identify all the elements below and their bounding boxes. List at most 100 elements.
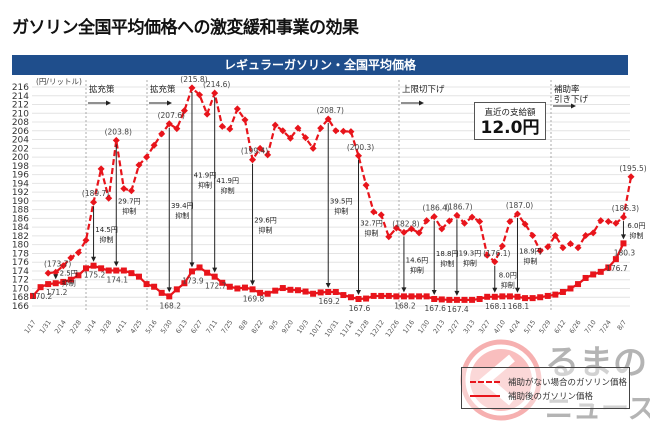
dashed-series-point — [385, 233, 393, 241]
suppression-text: 抑制 — [122, 206, 136, 215]
solid-data-label: 180.3 — [614, 248, 636, 257]
y-tick-label: 216 — [12, 83, 29, 93]
y-tick-label: 204 — [12, 136, 29, 146]
solid-series-point — [264, 290, 271, 297]
solid-series-point — [400, 293, 407, 300]
y-tick-label: 192 — [12, 188, 29, 198]
arrow-down-icon — [325, 282, 331, 288]
x-tick-label: 8/22 — [250, 319, 265, 336]
solid-series-point — [75, 272, 82, 279]
solid-series-point — [188, 268, 195, 275]
dashed-data-label: (208.7) — [317, 106, 344, 115]
dashed-series-point — [582, 231, 590, 239]
x-tick-label: 8/8 — [237, 319, 250, 332]
y-tick-label: 196 — [12, 171, 29, 181]
y-tick-label: 206 — [12, 127, 29, 137]
dashed-series-point — [317, 124, 325, 132]
dashed-series-point — [211, 89, 219, 97]
arrow-down-icon — [212, 267, 218, 273]
y-tick-label: 200 — [12, 153, 29, 163]
arrow-down-icon — [401, 287, 407, 293]
dashed-series-point — [158, 130, 166, 138]
arrow-down-icon — [91, 256, 97, 262]
arrow-down-icon — [113, 261, 119, 267]
solid-series-point — [590, 271, 597, 278]
dashed-series-point — [551, 231, 559, 239]
dashed-series-point — [332, 127, 340, 135]
dashed-series-point — [400, 228, 408, 236]
solid-series-point — [332, 288, 339, 295]
dashed-series-point — [521, 220, 529, 228]
suppression-text: 抑制 — [523, 256, 537, 265]
solid-data-label: 175.2 — [84, 271, 106, 280]
x-tick-label: 7/25 — [220, 319, 235, 336]
x-tick-label: 9/5 — [267, 319, 280, 332]
solid-series-point — [544, 292, 551, 299]
dashed-data-label: (207.6) — [158, 111, 185, 120]
solid-series-point — [98, 265, 105, 272]
dashed-series-point — [559, 244, 567, 252]
dashed-data-label: (199.4) — [241, 147, 268, 156]
suppression-text: 抑制 — [100, 235, 114, 244]
y-tick-label: 208 — [12, 118, 29, 128]
x-tick-label: 8/7 — [616, 319, 629, 332]
y-tick-label: 182 — [12, 232, 29, 242]
solid-series-point — [575, 281, 582, 288]
arrow-down-icon — [356, 289, 362, 295]
dashed-data-label: (215.8) — [180, 75, 207, 84]
x-tick-label: 1/31 — [38, 319, 53, 336]
solid-series-point — [514, 293, 521, 300]
dashed-series-point — [324, 115, 332, 123]
solid-data-label: 173.9 — [182, 276, 204, 285]
dashed-data-label: (182.8) — [392, 219, 419, 228]
dashed-data-label: (176.1) — [483, 249, 510, 258]
solid-series-point — [82, 265, 89, 272]
solid-series-point — [45, 281, 52, 288]
x-tick-label: 9/20 — [280, 319, 295, 336]
dashed-series-point — [476, 217, 484, 225]
x-tick-label: 5/29 — [537, 319, 552, 336]
x-tick-label: 12/12 — [369, 319, 386, 339]
solid-series-point — [90, 262, 97, 269]
suppression-amount: 39.4円 — [171, 202, 194, 210]
x-tick-label: 7/24 — [598, 319, 613, 336]
watermark-text-top: るまの — [545, 343, 647, 383]
arrow-down-icon — [514, 287, 520, 293]
chart-banner: レギュラーガソリン・全国平均価格 — [12, 55, 628, 75]
x-tick-label: 2/27 — [447, 319, 462, 336]
x-tick-label: 6/27 — [189, 319, 204, 336]
y-tick-label: 170 — [12, 284, 29, 294]
x-tick-label: 11/14 — [338, 319, 355, 339]
suppression-amount: 6.0円 — [627, 222, 645, 230]
solid-data-label: 167.6 — [349, 304, 371, 313]
x-tick-label: 4/10 — [492, 319, 507, 336]
page-title: ガソリン全国平均価格への激変緩和事業の効果 — [12, 18, 359, 38]
solid-series-point — [612, 256, 619, 263]
dashed-data-label: (186.7) — [445, 202, 472, 211]
suppression-text: 抑制 — [629, 231, 643, 240]
y-tick-label: 214 — [12, 92, 29, 102]
solid-data-label: 169.2 — [318, 297, 340, 306]
suppression-text: 抑制 — [334, 206, 348, 215]
solid-series-point — [249, 286, 256, 293]
solid-data-label: 171.2 — [46, 288, 68, 297]
solid-series-point — [582, 274, 589, 281]
solid-data-label: 167.4 — [447, 305, 469, 314]
dashed-data-label: (189.7) — [82, 189, 109, 198]
y-tick-label: 168 — [12, 293, 29, 303]
phase-label: 拡充策 — [89, 84, 115, 95]
solid-series-point — [476, 295, 483, 302]
solid-series-point — [484, 293, 491, 300]
suppression-text: 抑制 — [440, 259, 454, 268]
dashed-series-point — [74, 249, 82, 257]
dashed-series-point — [52, 268, 60, 276]
dashed-series-point — [218, 122, 226, 130]
x-tick-label: 10/17 — [308, 319, 325, 339]
suppression-text: 抑制 — [501, 280, 515, 289]
x-tick-label: 1/30 — [416, 319, 431, 336]
dashed-series-point — [619, 213, 627, 221]
arrow-down-icon — [620, 234, 626, 240]
solid-data-label: 168.1 — [508, 302, 530, 311]
suppression-amount: 14.5円 — [95, 226, 118, 234]
dashed-series-point — [460, 219, 468, 227]
